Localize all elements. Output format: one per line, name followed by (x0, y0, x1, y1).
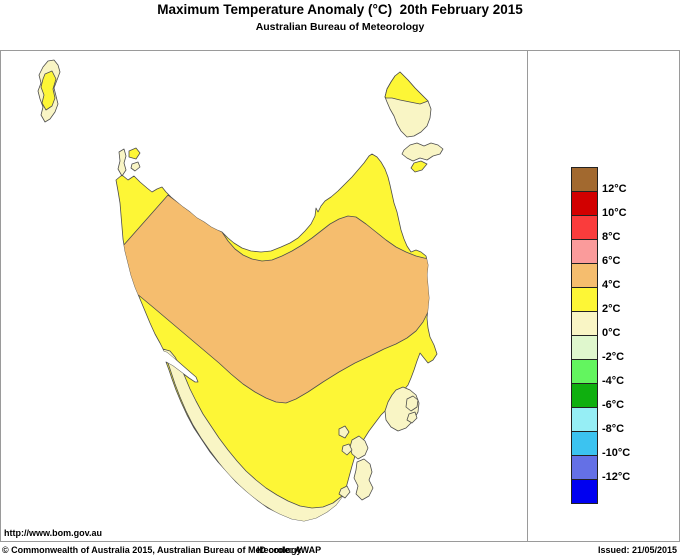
bom-url: http://www.bom.gov.au (4, 528, 102, 538)
legend-swatch-12 (571, 455, 598, 480)
copyright-text: © Commonwealth of Australia 2015, Austra… (2, 545, 302, 555)
legend-swatch-9 (571, 383, 598, 408)
legend-label-8°C: 8°C (602, 231, 621, 243)
legend-label-6°C: 6°C (602, 255, 621, 267)
legend-label-10°C: 10°C (602, 207, 627, 219)
legend-label--4°C: -4°C (602, 375, 625, 387)
furneaux-island-group (384, 71, 444, 173)
legend-swatch-6 (571, 311, 598, 336)
legend-label-2°C: 2°C (602, 303, 621, 315)
legend-label-12°C: 12°C (602, 183, 627, 195)
cape-barren-island (401, 142, 444, 162)
issued-date: Issued: 21/05/2015 (597, 545, 677, 555)
king-island-2-4-patch (40, 70, 57, 111)
legend-swatch-3 (571, 239, 598, 264)
legend-label--6°C: -6°C (602, 399, 625, 411)
tasmania-map (37, 59, 444, 522)
king-island-group (37, 59, 61, 123)
legend-swatch-8 (571, 359, 598, 384)
legend-swatch-5 (571, 287, 598, 312)
hunter-island (117, 148, 127, 177)
legend-swatch-4 (571, 263, 598, 288)
map-layers (37, 59, 444, 522)
maria-island-south (406, 411, 418, 424)
legend-swatch-13 (571, 479, 598, 504)
flinders-island-2-4-patch (384, 71, 429, 105)
legend-swatch-10 (571, 407, 598, 432)
clarke-island (410, 160, 428, 173)
northwest-islands (117, 147, 141, 177)
id-code: ID code: AWAP (257, 545, 322, 555)
islet-southeast-a (338, 425, 350, 439)
legend-label-4°C: 4°C (602, 279, 621, 291)
legend-swatch-1 (571, 191, 598, 216)
maria-island (405, 395, 419, 412)
legend-swatch-2 (571, 215, 598, 240)
three-hummock-island (128, 147, 141, 160)
legend-swatch-7 (571, 335, 598, 360)
robbins-island (130, 161, 141, 172)
islet-southeast-c (338, 485, 351, 499)
islet-southeast-b (341, 443, 353, 456)
bruny-island-south (353, 458, 374, 501)
legend-swatch-11 (571, 431, 598, 456)
legend-swatch-0 (571, 167, 598, 192)
legend-label--10°C: -10°C (602, 447, 631, 459)
legend-label-0°C: 0°C (602, 327, 621, 339)
legend-divider-line (527, 50, 528, 541)
legend-label--12°C: -12°C (602, 471, 631, 483)
page-subtitle: Australian Bureau of Meteorology (255, 21, 425, 33)
southeast-peninsulas (338, 386, 420, 501)
page-title: Maximum Temperature Anomaly (°C) 20th Fe… (157, 2, 523, 17)
legend-label--2°C: -2°C (602, 351, 625, 363)
legend-label--8°C: -8°C (602, 423, 625, 435)
